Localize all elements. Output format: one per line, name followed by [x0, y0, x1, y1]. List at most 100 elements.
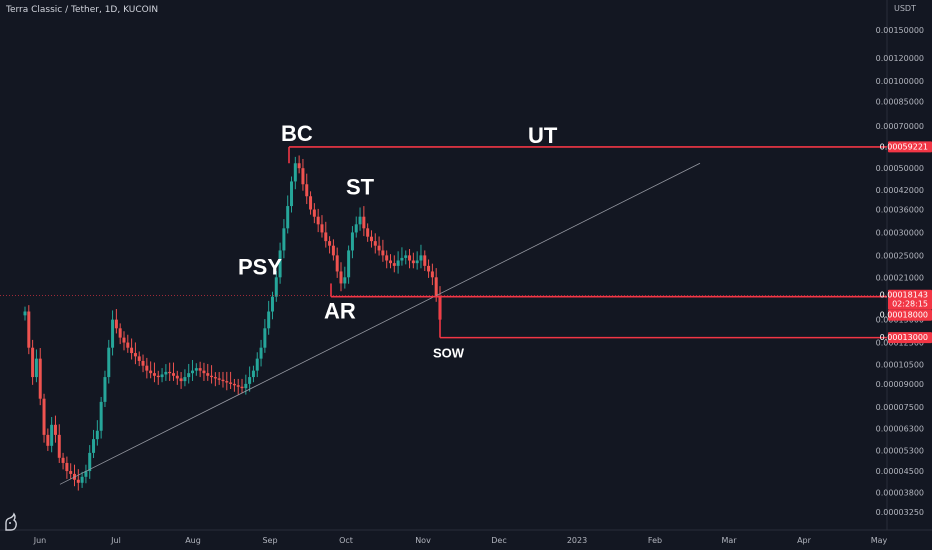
annotation-ut[interactable]: UT: [528, 123, 558, 148]
candle-body: [366, 228, 370, 237]
price-tick-label: 0.00021000: [876, 273, 924, 282]
candle-body: [149, 370, 153, 374]
candle-body: [389, 260, 393, 264]
price-tick-label: 0.00120000: [876, 54, 924, 63]
candle-body: [168, 371, 172, 374]
candle-body: [411, 260, 415, 264]
price-tick-label: 0.00007500: [876, 403, 924, 412]
time-tick-label: Nov: [415, 536, 431, 545]
annotation-ar[interactable]: AR: [324, 299, 356, 324]
candle-body: [118, 328, 122, 338]
candle-body: [240, 386, 244, 389]
candle-body: [130, 347, 134, 354]
price-tick-label: 0.00004500: [876, 467, 924, 476]
time-tick-label: Jul: [110, 536, 121, 545]
candle-body: [339, 271, 343, 284]
candle-body: [114, 319, 118, 329]
candle-body: [160, 374, 164, 378]
currency-label: USDT: [894, 4, 916, 13]
annotation-st[interactable]: ST: [346, 174, 375, 199]
annotation-sow[interactable]: SOW: [433, 346, 465, 361]
candle-body: [362, 216, 366, 229]
candle-body: [305, 184, 309, 197]
price-tick-label: 0.00070000: [876, 122, 924, 131]
price-tag: [888, 289, 932, 310]
candle-body: [377, 245, 381, 251]
candle-body: [434, 277, 438, 297]
candle-body: [145, 365, 149, 371]
candle-body: [229, 382, 233, 384]
candle-body: [320, 224, 324, 233]
candle-body: [92, 439, 96, 453]
candle-body: [404, 255, 408, 258]
time-tick-label: May: [871, 536, 888, 545]
candle-body: [42, 398, 46, 435]
time-tick-label: Mar: [721, 536, 737, 545]
candle-body: [282, 228, 286, 251]
candle-body: [179, 378, 183, 382]
candle-body: [396, 260, 400, 266]
price-tick-label: 0.00006300: [876, 425, 924, 434]
candle-body: [80, 476, 84, 483]
candle-body: [206, 373, 210, 376]
price-tick-label: 0.00050000: [876, 164, 924, 173]
candle-body: [328, 241, 332, 246]
candle-body: [225, 381, 229, 383]
candle-body: [400, 257, 404, 261]
candle-body: [335, 255, 339, 272]
price-tag: [888, 332, 932, 344]
time-tick-label: Sep: [262, 536, 277, 545]
price-tick-label: 0.00036000: [876, 206, 924, 215]
trendline[interactable]: [59, 162, 701, 485]
candle-body: [103, 377, 107, 402]
candle-body: [408, 255, 412, 261]
price-tag-label: 0.00018143: [880, 291, 928, 300]
candle-body: [278, 250, 282, 278]
candle-body: [347, 250, 351, 278]
annotation-psy[interactable]: PSY: [238, 255, 282, 280]
candle-body: [385, 255, 389, 261]
candle-body: [171, 373, 175, 376]
candle-body: [65, 462, 69, 472]
drawings-layer: BC ST PSY AR UT SOW: [0, 121, 887, 485]
candle-body: [95, 430, 99, 440]
candle-body: [133, 353, 137, 357]
price-tick-label: 0.00003250: [876, 508, 924, 517]
candle-body: [381, 250, 385, 256]
candle-body: [331, 245, 335, 256]
candle-body: [194, 368, 198, 371]
price-tag: [888, 309, 932, 321]
candle-body: [61, 457, 65, 463]
candle-body: [202, 370, 206, 374]
candle-body: [236, 385, 240, 387]
candle-body: [343, 277, 347, 284]
candle-body: [50, 424, 54, 446]
candle-body: [84, 471, 88, 477]
candle-body: [312, 209, 316, 217]
time-tick-label: Aug: [185, 536, 201, 545]
candle-body: [290, 181, 294, 207]
candle-body: [46, 434, 50, 446]
candle-body: [251, 370, 255, 378]
time-axis[interactable]: Jun Jul Aug Sep Oct Nov Dec 2023 Feb Mar Apr May: [33, 536, 888, 545]
candle-body: [259, 347, 263, 359]
candle-body: [38, 358, 42, 399]
candle-body: [76, 479, 80, 483]
candle-body: [392, 263, 396, 266]
candle-body: [419, 255, 423, 261]
candle-body: [107, 347, 111, 378]
annotation-bc[interactable]: BC: [281, 121, 313, 146]
candle-body: [286, 206, 290, 229]
candle-body: [175, 375, 179, 379]
time-tick-label: Jun: [33, 536, 47, 545]
candle-body: [232, 383, 236, 386]
candles-layer: [23, 155, 442, 491]
candle-body: [141, 360, 145, 366]
candle-body: [354, 224, 358, 233]
price-axis[interactable]: 0.00150000 0.00120000 0.00100000 0.00085000…: [876, 26, 924, 517]
time-tick-label: Dec: [491, 536, 506, 545]
tradingview-logo-icon[interactable]: [4, 512, 18, 532]
candle-body: [324, 232, 328, 242]
candle-body: [221, 379, 225, 382]
